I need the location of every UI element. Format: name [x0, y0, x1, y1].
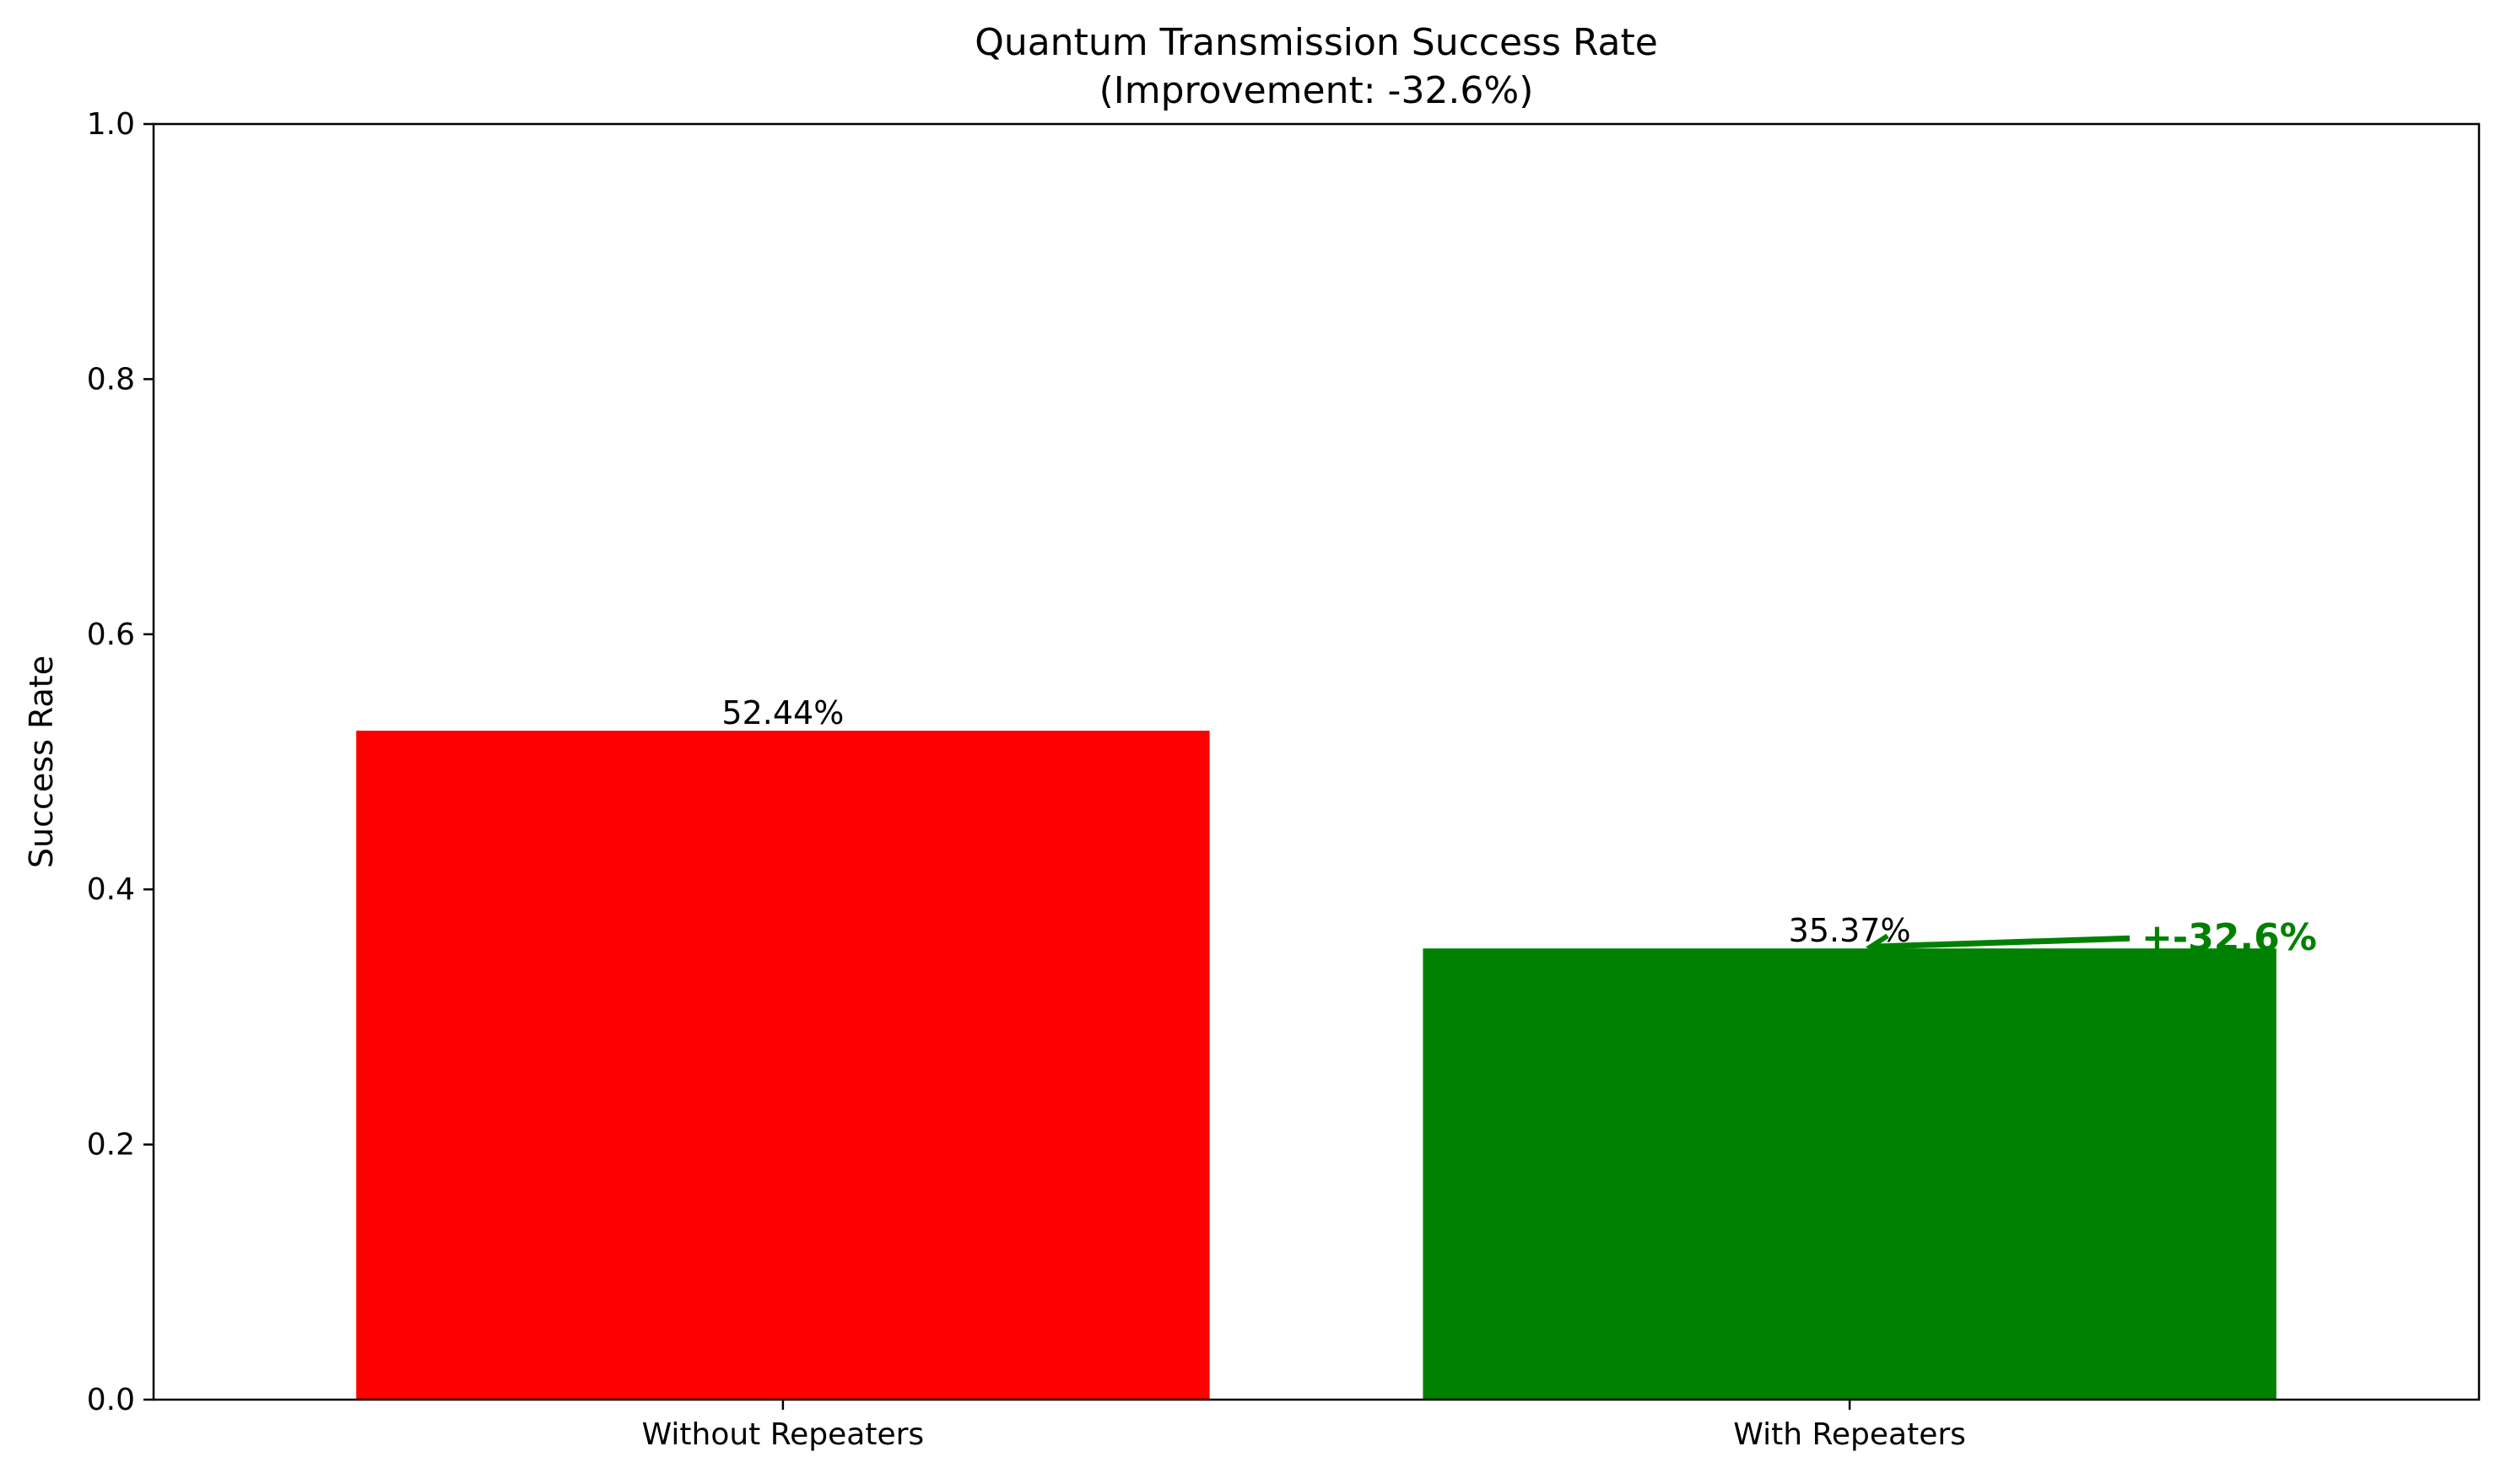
y-tick-label-3: 0.6 — [87, 618, 135, 652]
annotation-arrow — [1870, 935, 2131, 950]
annotation-arrowhead — [1865, 933, 1891, 958]
bars-group — [356, 731, 2276, 1400]
y-axis: 0.0 0.2 0.4 0.6 0.8 1.0 — [87, 107, 154, 1417]
chart-subtitle: (Improvement: -32.6%) — [1099, 69, 1534, 112]
bar-0 — [356, 731, 1210, 1400]
annotation-text: +-32.6% — [2141, 916, 2317, 959]
y-tick-label-1: 0.2 — [87, 1128, 135, 1163]
plot-frame — [152, 122, 2481, 1401]
annotation-group: +-32.6% — [1865, 916, 2317, 959]
data-label-0: 52.44% — [721, 694, 844, 731]
data-label-1: 35.37% — [1789, 912, 1911, 949]
y-tick-label-0: 0.0 — [87, 1383, 135, 1417]
y-tick-label-4: 0.8 — [87, 362, 135, 397]
y-tick-label-2: 0.4 — [87, 872, 135, 907]
chart-title: Quantum Transmission Success Rate — [975, 21, 1658, 64]
x-axis: Without Repeaters With Repeaters — [642, 1400, 1966, 1452]
x-tick-label-0: Without Repeaters — [642, 1417, 925, 1452]
bar-1 — [1423, 948, 2276, 1400]
data-labels-group: 52.44% 35.37% — [721, 694, 1910, 949]
x-tick-label-1: With Repeaters — [1733, 1417, 1966, 1452]
y-axis-label: Success Rate — [23, 656, 60, 868]
y-tick-label-5: 1.0 — [87, 107, 135, 142]
